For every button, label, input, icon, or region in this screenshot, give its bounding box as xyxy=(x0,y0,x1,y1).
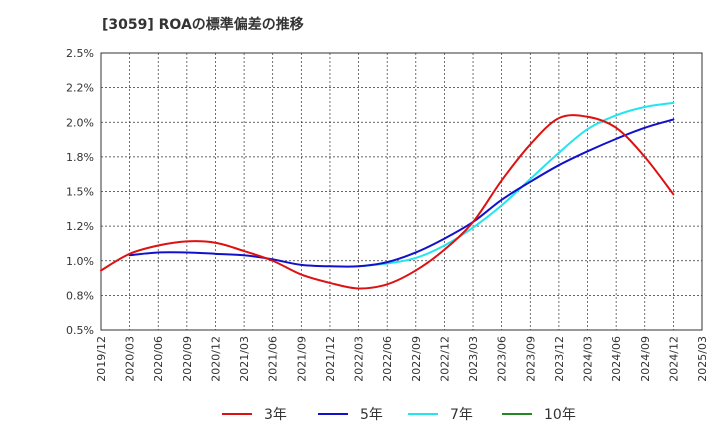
x-tick-label: 2023/09 xyxy=(524,336,537,382)
plot-border xyxy=(100,52,703,331)
legend-swatch xyxy=(318,413,348,415)
x-tick-label: 2020/09 xyxy=(181,336,194,382)
legend-item: 5年 xyxy=(318,404,383,424)
legend-item: 10年 xyxy=(502,404,576,424)
legend-item: 3年 xyxy=(222,404,287,424)
legend-label: 3年 xyxy=(264,407,287,423)
series-line-1 xyxy=(100,114,675,290)
legend-label: 5年 xyxy=(360,407,383,423)
x-tick-label: 2022/12 xyxy=(438,336,451,382)
y-tick-label: 1.2% xyxy=(66,220,94,233)
y-tick-label: 2.2% xyxy=(66,82,94,95)
legend-label: 7年 xyxy=(450,407,473,423)
x-tick-label: 2024/03 xyxy=(582,336,595,382)
x-tick-label: 2024/12 xyxy=(667,336,680,382)
x-tick-label: 2020/06 xyxy=(152,336,165,382)
legend-item: 7年 xyxy=(408,404,473,424)
x-tick-label: 2023/06 xyxy=(496,336,509,382)
x-tick-label: 2023/12 xyxy=(553,336,566,382)
x-tick-label: 2023/03 xyxy=(467,336,480,382)
y-tick-label: 2.0% xyxy=(66,116,94,129)
x-tick-label: 2022/06 xyxy=(381,336,394,382)
x-tick-label: 2021/12 xyxy=(324,336,337,382)
x-tick-label: 2020/03 xyxy=(124,336,137,382)
series-line-3 xyxy=(357,101,675,268)
x-tick-label: 2022/09 xyxy=(410,336,423,382)
legend: 3年 5年 7年 10年 xyxy=(0,404,720,426)
legend-label: 10年 xyxy=(544,407,576,423)
x-tick-label: 2021/09 xyxy=(295,336,308,382)
x-tick-label: 2022/03 xyxy=(353,336,366,382)
chart-title: [3059] ROAの標準偏差の推移 xyxy=(102,17,304,33)
x-tick-label: 2024/06 xyxy=(610,336,623,382)
y-tick-label: 1.8% xyxy=(66,151,94,164)
y-tick-label: 1.5% xyxy=(66,186,94,199)
y-tick-label: 0.5% xyxy=(66,324,94,337)
legend-swatch xyxy=(222,413,252,415)
x-tick-label: 2025/03 xyxy=(696,336,709,382)
x-tick-label: 2024/09 xyxy=(639,336,652,382)
x-tick-label: 2019/12 xyxy=(95,336,108,382)
y-tick-label: 0.8% xyxy=(66,289,94,302)
y-tick-label: 2.5% xyxy=(66,47,94,60)
x-tick-label: 2021/03 xyxy=(238,336,251,382)
series-line-2 xyxy=(128,118,675,268)
y-tick-label: 1.0% xyxy=(66,255,94,268)
legend-swatch xyxy=(408,413,438,415)
x-tick-label: 2021/06 xyxy=(267,336,280,382)
x-tick-label: 2020/12 xyxy=(209,336,222,382)
legend-swatch xyxy=(502,413,532,415)
